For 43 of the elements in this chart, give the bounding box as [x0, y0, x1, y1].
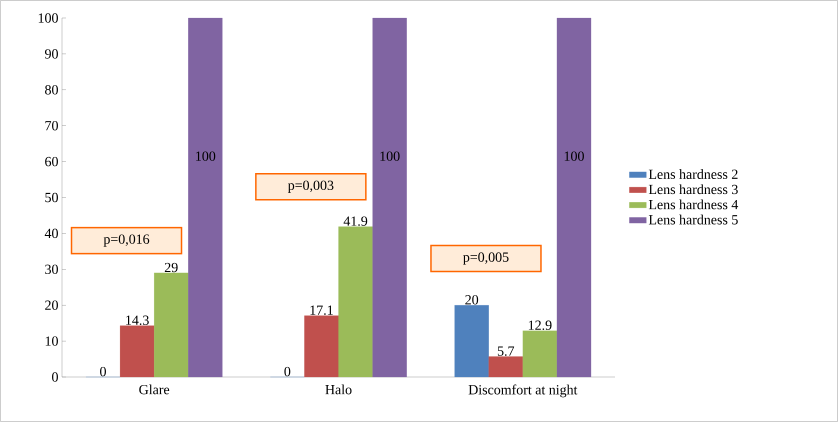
data-label: 0 [284, 366, 290, 376]
bar [304, 316, 339, 378]
legend-label: Lens hardness 4 [648, 199, 738, 210]
y-tick-label: 40 [44, 228, 58, 238]
data-label: 29 [164, 262, 178, 272]
x-tick-label: Discomfort at night [468, 384, 578, 398]
data-label: 41.9 [344, 216, 368, 226]
annotation: p=0,003 [288, 180, 334, 193]
annotation: p=0,005 [463, 252, 509, 265]
y-tick-label: 100 [38, 13, 58, 23]
legend-label: Lens hardness 5 [648, 214, 738, 224]
bar [372, 18, 407, 378]
bar [454, 305, 489, 378]
data-label: 100 [196, 151, 216, 161]
data-label: 12.9 [528, 320, 552, 330]
y-tick-label: 80 [45, 85, 58, 95]
y-tick-label: 70 [45, 120, 58, 130]
y-tick-label: 20 [45, 300, 58, 310]
data-label: 20 [465, 295, 478, 305]
x-tick-label: Halo [325, 384, 352, 394]
y-tick-label: 0 [52, 372, 58, 382]
bar [154, 272, 188, 378]
data-label: 5.7 [498, 346, 514, 356]
data-label: 100 [564, 151, 584, 161]
y-tick-label: 90 [44, 49, 58, 59]
bar [338, 226, 373, 378]
bar [488, 356, 523, 378]
annotation: p=0,016 [104, 234, 150, 247]
data-label: 14.3 [126, 316, 149, 325]
data-label: 100 [380, 151, 400, 161]
legend-label: Lens hardness 3 [648, 184, 738, 194]
y-tick-label: 10 [46, 336, 58, 346]
legend-label: Lens hardness 2 [648, 169, 738, 179]
data-label: 17.1 [310, 305, 333, 315]
y-tick-label: 30 [45, 264, 58, 274]
bar [522, 330, 558, 378]
bar [556, 18, 592, 378]
x-tick-label: Glare [139, 384, 170, 394]
y-tick-label: 50 [45, 192, 58, 202]
bar [188, 18, 222, 378]
bar [120, 326, 154, 378]
y-tick-label: 60 [45, 156, 58, 166]
data-label: 0 [100, 366, 106, 376]
